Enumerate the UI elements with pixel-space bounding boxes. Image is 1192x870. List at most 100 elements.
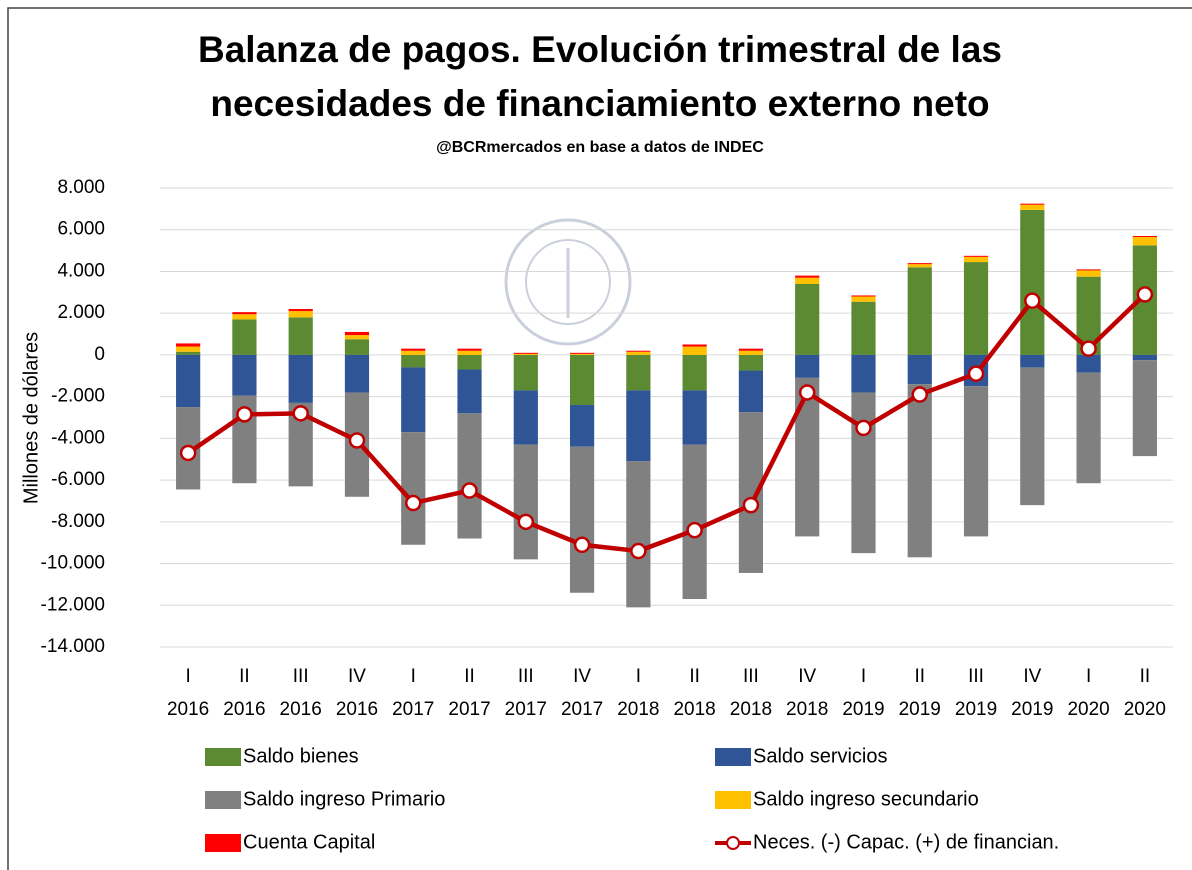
line-marker xyxy=(1080,340,1097,357)
bar xyxy=(795,277,820,284)
bar xyxy=(682,354,707,391)
x-tick-label: 2018 xyxy=(786,699,828,720)
x-tick-label: I xyxy=(1086,666,1091,687)
bar xyxy=(232,314,257,320)
bar xyxy=(1076,372,1101,484)
x-tick-label: 2016 xyxy=(167,699,209,720)
bar xyxy=(513,354,538,391)
bar xyxy=(401,354,426,368)
bar xyxy=(1020,204,1045,210)
bar xyxy=(907,267,932,355)
line-marker xyxy=(855,419,872,437)
line-marker xyxy=(911,386,928,403)
line-marker xyxy=(1136,286,1154,303)
x-tick-label: 2018 xyxy=(673,699,715,720)
line-marker xyxy=(461,482,478,499)
bar xyxy=(513,390,538,445)
bar xyxy=(626,354,651,391)
watermark xyxy=(504,218,632,346)
x-tick-label: II xyxy=(1140,666,1151,687)
line-marker xyxy=(967,365,985,382)
line-marker xyxy=(179,444,197,462)
x-tick-label: 2019 xyxy=(1011,699,1053,720)
bar xyxy=(457,369,482,414)
bar xyxy=(344,339,370,355)
bar xyxy=(1020,354,1045,368)
x-tick-label: IV xyxy=(798,666,816,687)
x-tick-label: III xyxy=(743,666,759,687)
bar xyxy=(963,386,989,537)
y-tick-label: 6.000 xyxy=(57,219,105,240)
bar xyxy=(288,317,313,355)
y-tick-label: 8.000 xyxy=(57,177,105,198)
bar xyxy=(457,354,482,370)
line-marker xyxy=(405,494,422,512)
x-tick-label: II xyxy=(914,666,925,687)
line-marker xyxy=(236,406,253,423)
bar xyxy=(401,350,426,355)
bar xyxy=(513,353,538,355)
line-marker xyxy=(686,521,703,539)
chart-title: Balanza de pagos. Evolución trimestral d… xyxy=(198,29,1002,70)
bar xyxy=(176,346,201,352)
line-marker xyxy=(630,542,647,560)
bar xyxy=(1020,209,1045,355)
line-marker xyxy=(517,513,535,531)
x-tick-label: III xyxy=(518,666,534,687)
y-tick-label: -4.000 xyxy=(51,427,105,448)
x-tick-label: 2016 xyxy=(336,699,378,720)
legend-label: Neces. (-) Capac. (+) de financian. xyxy=(753,831,1059,853)
legend-swatch xyxy=(205,791,241,809)
bar xyxy=(738,348,764,351)
bar xyxy=(682,444,707,600)
y-tick-label: -10.000 xyxy=(41,553,105,574)
x-tick-label: I xyxy=(636,666,641,687)
line-marker xyxy=(1024,292,1041,309)
bar xyxy=(851,301,876,355)
legend-swatch xyxy=(205,748,241,766)
x-tick-label: 2019 xyxy=(955,699,997,720)
line-marker xyxy=(292,405,309,422)
x-tick-label: 2019 xyxy=(842,699,884,720)
bar xyxy=(795,354,820,378)
bar xyxy=(1132,354,1157,361)
bar xyxy=(682,344,707,347)
bar xyxy=(738,370,764,413)
bar xyxy=(176,351,201,355)
bar xyxy=(1020,203,1045,205)
bar xyxy=(288,354,313,403)
line-marker xyxy=(798,384,816,401)
bar xyxy=(682,346,707,355)
chart-subtitle: @BCRmercados en base a datos de INDEC xyxy=(436,139,764,156)
x-tick-label: III xyxy=(293,666,309,687)
x-tick-label: 2017 xyxy=(561,699,603,720)
bar xyxy=(1076,270,1101,277)
bar xyxy=(795,377,820,537)
bar xyxy=(907,263,932,265)
x-tick-label: 2016 xyxy=(223,699,265,720)
y-tick-label: -8.000 xyxy=(51,511,105,532)
bar xyxy=(569,354,595,405)
bar xyxy=(1132,235,1157,238)
legend-label: Saldo bienes xyxy=(243,745,359,767)
bar xyxy=(176,354,201,408)
x-tick-label: 2018 xyxy=(617,699,659,720)
line-marker xyxy=(348,432,366,449)
bar xyxy=(569,353,595,355)
bar xyxy=(569,352,595,354)
legend-swatch xyxy=(205,834,241,852)
bar xyxy=(795,283,820,355)
bar xyxy=(569,446,595,593)
frame xyxy=(7,7,1192,870)
bar xyxy=(626,461,651,608)
legend-marker xyxy=(726,836,740,850)
x-tick-label: IV xyxy=(1023,666,1041,687)
bar xyxy=(401,367,426,433)
chart-title: necesidades de financiamiento externo ne… xyxy=(210,83,989,124)
bar xyxy=(288,311,313,318)
x-tick-label: 2018 xyxy=(730,699,772,720)
x-tick-label: 2019 xyxy=(899,699,941,720)
bar xyxy=(344,335,370,340)
bar xyxy=(232,354,257,396)
